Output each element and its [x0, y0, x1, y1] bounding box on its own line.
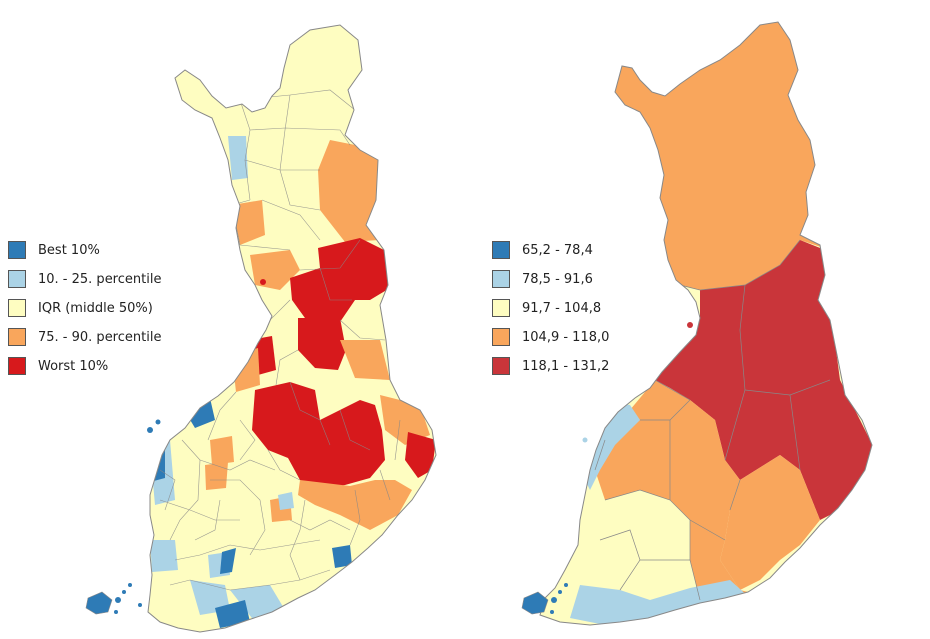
right-region-orange-southeast — [720, 455, 820, 590]
right-legend-item: 78,5 - 91,6 — [492, 269, 609, 289]
legend-swatch — [8, 241, 26, 259]
legend-swatch — [492, 357, 510, 375]
left-region-orange-c — [340, 340, 390, 380]
left-region-orange-e — [298, 480, 412, 530]
legend-label: 78,5 - 91,6 — [522, 271, 593, 287]
legend-swatch — [8, 299, 26, 317]
right-aland-islands — [521, 322, 693, 615]
left-legend-item: IQR (middle 50%) — [8, 298, 161, 318]
left-region-red-east — [405, 432, 436, 478]
left-map-regions — [148, 25, 436, 632]
left-region-orange-f — [210, 436, 234, 465]
left-legend-item: 10. - 25. percentile — [8, 269, 161, 289]
legend-label: IQR (middle 50%) — [38, 300, 153, 316]
left-region-orange-g — [205, 462, 228, 490]
legend-swatch — [8, 357, 26, 375]
left-region-darkblue-d — [215, 600, 250, 628]
legend-swatch — [8, 328, 26, 346]
legend-label: 104,9 - 118,0 — [522, 329, 610, 345]
left-legend: Best 10% 10. - 25. percentile IQR (middl… — [8, 240, 161, 385]
right-region-borders — [594, 239, 831, 601]
left-legend-item: Best 10% — [8, 240, 161, 260]
left-map-outline — [147, 24, 437, 633]
left-aland-islands — [85, 279, 266, 615]
legend-swatch — [492, 328, 510, 346]
left-legend-item: 75. - 90. percentile — [8, 327, 161, 347]
legend-swatch — [492, 299, 510, 317]
legend-label: Best 10% — [38, 242, 100, 258]
left-region-red-mid — [298, 318, 346, 370]
legend-swatch — [492, 270, 510, 288]
legend-label: 75. - 90. percentile — [38, 329, 162, 345]
right-legend-item: 91,7 - 104,8 — [492, 298, 609, 318]
left-region-red-central — [252, 382, 385, 490]
left-region-w-orange — [232, 200, 265, 245]
right-region-red-east — [655, 240, 872, 520]
left-region-darkblue-c — [332, 545, 352, 568]
legend-label: Worst 10% — [38, 358, 109, 374]
legend-label: 91,7 - 104,8 — [522, 300, 602, 316]
right-legend-item: 104,9 - 118,0 — [492, 327, 609, 347]
left-region-ne-orange — [318, 140, 380, 242]
left-region-red-north — [290, 238, 390, 325]
right-region-orange-south — [595, 380, 760, 600]
legend-label: 65,2 - 78,4 — [522, 242, 593, 258]
left-region-lightblue-c — [278, 492, 294, 510]
legend-label: 10. - 25. percentile — [38, 271, 162, 287]
right-legend: 65,2 - 78,4 78,5 - 91,6 91,7 - 104,8 104… — [492, 240, 609, 385]
right-legend-item: 118,1 - 131,2 — [492, 356, 609, 376]
left-region-lightblue-north — [228, 136, 248, 180]
legend-swatch — [8, 270, 26, 288]
legend-swatch — [492, 241, 510, 259]
left-region-lightblue-sw — [150, 540, 178, 572]
left-region-darkblue-e — [220, 548, 236, 574]
right-legend-item: 65,2 - 78,4 — [492, 240, 609, 260]
left-region-base — [148, 25, 436, 632]
legend-label: 118,1 - 131,2 — [522, 358, 610, 374]
left-region-orange-b — [232, 348, 260, 392]
left-legend-item: Worst 10% — [8, 356, 161, 376]
right-map-outline — [539, 21, 873, 626]
left-region-lightblue-s1 — [190, 580, 230, 615]
left-municipality-borders — [159, 79, 401, 591]
